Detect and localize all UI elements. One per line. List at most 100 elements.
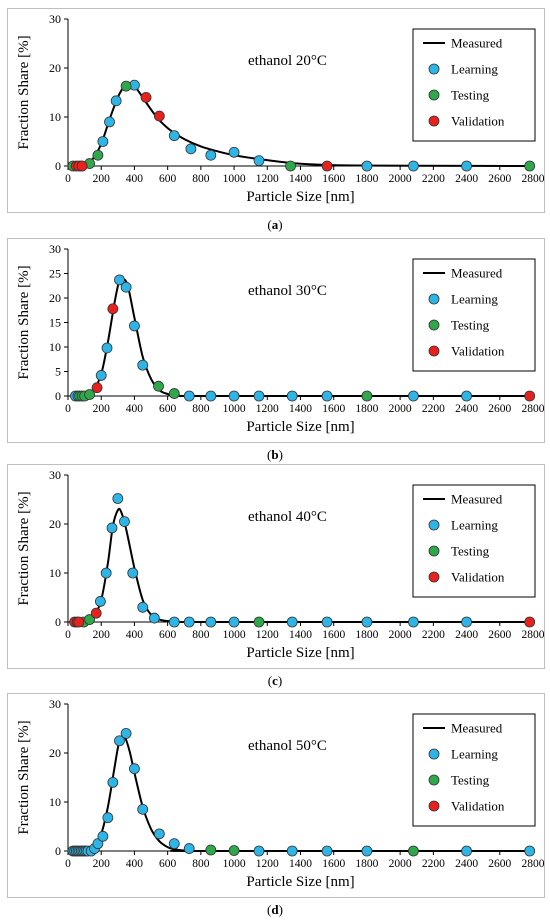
learning-point <box>321 390 333 402</box>
x-tick-label: 600 <box>159 629 177 641</box>
x-tick-label: 1600 <box>322 173 345 185</box>
x-tick-label: 2000 <box>389 403 412 415</box>
y-tick-label: 20 <box>49 517 61 531</box>
learning-point <box>461 616 472 628</box>
y-tick-label: 0 <box>55 615 61 629</box>
x-tick-label: 1200 <box>256 173 279 185</box>
learning-point <box>129 763 140 775</box>
panel-sublabel-letter: a <box>271 217 279 232</box>
learning-point <box>106 522 118 534</box>
x-tick-label: 2600 <box>488 629 511 641</box>
x-tick-label: 1000 <box>223 173 246 185</box>
panel-sublabel: (a) <box>267 217 283 232</box>
legend-validation-label: Validation <box>451 799 505 814</box>
y-tick-label: 10 <box>49 566 61 580</box>
x-tick-label: 200 <box>93 403 111 415</box>
x-tick-label: 2600 <box>488 403 511 415</box>
x-tick-label: 0 <box>65 403 71 415</box>
panel-sublabel-letter: c <box>272 673 278 688</box>
legend-learning-swatch <box>428 748 440 760</box>
learning-point <box>102 812 114 824</box>
learning-point <box>112 493 124 504</box>
chart-title: ethanol 50°C <box>248 738 327 754</box>
learning-point <box>286 390 298 402</box>
chart-frame: 0 10 20 30 0 200 400 600 800 1000 1200 1400 1600 1800… <box>7 693 545 898</box>
testing-point <box>524 160 536 172</box>
x-tick-label: 800 <box>192 403 210 415</box>
learning-point <box>120 728 132 739</box>
learning-point <box>286 845 298 857</box>
learning-point <box>183 390 195 402</box>
learning-point <box>286 616 298 628</box>
legend-testing-label: Testing <box>451 88 490 103</box>
learning-point <box>114 274 125 286</box>
learning-point <box>127 567 139 579</box>
learning-point <box>228 146 240 158</box>
learning-point <box>185 143 197 155</box>
testing-point <box>253 616 265 628</box>
learning-point <box>104 116 115 128</box>
y-axis-label: Fraction Share [%] <box>16 35 32 149</box>
legend-learning-label: Learning <box>451 518 498 533</box>
chart-title: ethanol 30°C <box>248 283 327 299</box>
x-tick-label: 200 <box>93 858 111 870</box>
x-tick-label: 1400 <box>289 858 312 870</box>
legend-validation-swatch <box>428 345 440 357</box>
learning-point <box>361 160 373 172</box>
legend-measured-label: Measured <box>451 721 503 736</box>
y-tick-label: 20 <box>49 61 61 75</box>
x-tick-label: 400 <box>126 403 144 415</box>
x-tick-label: 1400 <box>289 173 312 185</box>
legend-testing-swatch <box>428 89 440 101</box>
legend-validation-label: Validation <box>451 344 505 359</box>
validation-point <box>524 616 536 628</box>
testing-point <box>285 160 296 172</box>
y-tick-label: 25 <box>49 267 61 281</box>
x-tick-label: 800 <box>192 629 210 641</box>
x-tick-label: 600 <box>159 173 177 185</box>
legend-testing-label: Testing <box>451 318 490 333</box>
x-tick-label: 600 <box>159 858 177 870</box>
panel-sublabel-letter: d <box>271 902 279 917</box>
learning-point <box>153 828 165 840</box>
x-axis-label: Particle Size [nm] <box>246 645 354 661</box>
x-tick-label: 1600 <box>322 403 345 415</box>
legend-testing-swatch <box>428 774 440 786</box>
legend-learning-swatch <box>428 519 440 531</box>
learning-point <box>253 390 265 402</box>
learning-point <box>205 616 217 628</box>
testing-point <box>84 614 95 625</box>
learning-point <box>461 160 472 172</box>
learning-point <box>100 567 112 579</box>
legend-measured-label: Measured <box>451 266 503 281</box>
learning-point <box>228 390 240 402</box>
learning-point <box>168 616 180 628</box>
x-tick-label: 400 <box>126 173 144 185</box>
testing-point <box>228 845 240 856</box>
y-tick-label: 10 <box>49 340 61 354</box>
x-tick-label: 200 <box>93 629 111 641</box>
learning-point <box>205 149 217 161</box>
validation-point <box>90 607 102 619</box>
x-axis-label: Particle Size [nm] <box>246 189 354 205</box>
y-tick-label: 30 <box>49 242 61 256</box>
y-tick-label: 20 <box>49 291 61 305</box>
validation-point <box>91 382 103 394</box>
y-axis-label: Fraction Share [%] <box>16 491 32 605</box>
y-tick-label: 15 <box>49 316 61 330</box>
x-tick-label: 1400 <box>289 403 312 415</box>
x-tick-label: 2600 <box>488 858 511 870</box>
y-tick-label: 0 <box>55 844 61 858</box>
legend-validation-swatch <box>428 800 440 812</box>
x-tick-label: 1800 <box>355 403 378 415</box>
x-tick-label: 1000 <box>223 629 246 641</box>
learning-point <box>461 390 472 402</box>
testing-point <box>153 380 164 392</box>
x-tick-label: 2800 <box>522 858 545 870</box>
legend-testing-label: Testing <box>451 773 490 788</box>
chart-svg: 0 10 20 30 0 200 400 600 800 1000 1200 1400 1600 1800… <box>16 12 545 205</box>
learning-point <box>101 342 113 354</box>
chart-title: ethanol 20°C <box>248 53 327 69</box>
learning-point <box>253 155 265 167</box>
x-tick-label: 800 <box>192 173 210 185</box>
